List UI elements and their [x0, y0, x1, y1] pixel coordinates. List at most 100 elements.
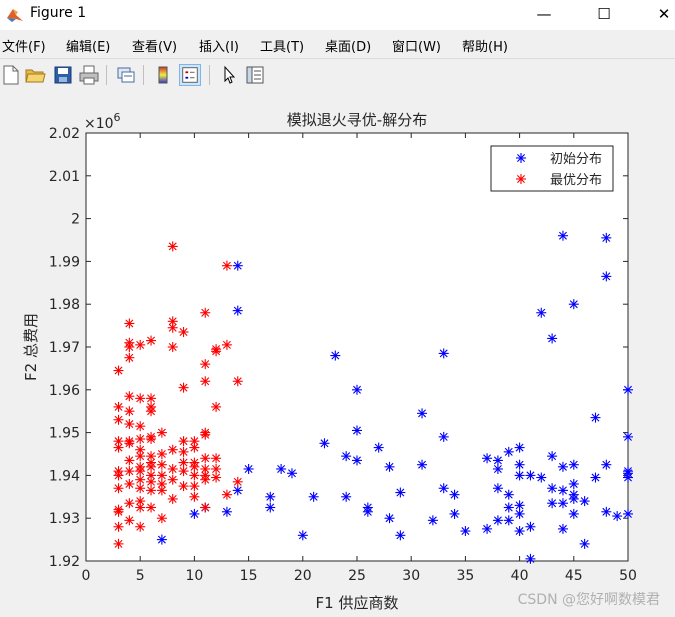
initial-point [492, 455, 503, 466]
initial-point [395, 487, 406, 498]
legend-box [490, 145, 614, 192]
optimal-point [135, 444, 146, 455]
pointer-icon[interactable] [218, 64, 240, 86]
initial-point [547, 498, 558, 509]
initial-point [547, 483, 558, 494]
open-folder-icon[interactable] [24, 64, 46, 86]
optimal-point [221, 489, 232, 500]
legend-label-initial: 初始分布 [550, 152, 602, 167]
legend-icon[interactable] [179, 64, 201, 86]
save-icon[interactable] [52, 64, 74, 86]
initial-point [525, 553, 536, 564]
y-tick-label: 1.97 [49, 340, 80, 356]
initial-point [482, 523, 493, 534]
initial-point [557, 230, 568, 241]
menu-tools[interactable]: 工具(T) [260, 40, 305, 55]
new-file-icon[interactable] [0, 64, 22, 86]
menu-desktop[interactable]: 桌面(D) [325, 40, 372, 55]
svg-text:×106: ×106 [84, 111, 121, 132]
optimal-point [178, 436, 189, 447]
maximize-button[interactable]: ☐ [597, 5, 611, 23]
initial-point [243, 463, 254, 474]
initial-point [547, 333, 558, 344]
optimal-point [221, 260, 232, 271]
initial-point [623, 472, 633, 483]
optimal-point [135, 421, 146, 432]
y-exponent-label: ×106 [84, 111, 121, 132]
optimal-point [200, 376, 211, 387]
initial-point [514, 508, 525, 519]
optimal-point [146, 470, 157, 481]
optimal-point [124, 352, 135, 363]
menu-file[interactable]: 文件(F) [2, 40, 46, 55]
data-points [113, 230, 633, 564]
figure-toolbar [0, 58, 675, 92]
initial-point [438, 348, 449, 359]
initial-point [514, 526, 525, 537]
initial-point [514, 500, 525, 511]
optimal-point [200, 359, 211, 370]
window-title: Figure 1 [30, 5, 87, 21]
legend[interactable]: 初始分布 最优分布 [490, 145, 614, 192]
legend-marker-optimal [516, 174, 526, 184]
legend-marker-initial-star [516, 153, 526, 163]
y-axis-ticks: 1.92 1.93 1.94 1.95 1.96 1.97 1.98 1.99 2 2.01 2.0… [49, 126, 628, 570]
link-figure-icon[interactable] [115, 64, 137, 86]
optimal-point [135, 483, 146, 494]
initial-point [449, 508, 460, 519]
optimal-point [113, 414, 124, 425]
print-icon[interactable] [78, 64, 100, 86]
optimal-point [167, 316, 178, 327]
optimal-point [113, 538, 124, 549]
minimize-button[interactable]: — [536, 5, 552, 23]
x-tick-label: 10 [185, 568, 203, 584]
initial-point [189, 508, 200, 519]
initial-point [525, 521, 536, 532]
optimal-point [146, 502, 157, 513]
menu-help[interactable]: 帮助(H) [462, 40, 508, 55]
optimal-point [146, 485, 157, 496]
initial-point [297, 530, 308, 541]
initial-point [503, 446, 514, 457]
initial-point [492, 483, 503, 494]
optimal-point [211, 344, 222, 355]
initial-point [438, 431, 449, 442]
optimal-point [189, 470, 200, 481]
x-tick-label: 50 [619, 568, 637, 584]
property-inspector-icon[interactable] [244, 64, 266, 86]
menu-bar: 文件(F) 编辑(E) 查看(V) 插入(I) 工具(T) 桌面(D) 窗口(W… [0, 30, 675, 58]
close-button[interactable]: ✕ [657, 5, 671, 23]
optimal-point [167, 474, 178, 485]
initial-point [525, 470, 536, 481]
initial-point [492, 515, 503, 526]
optimal-point [146, 393, 157, 404]
initial-point [503, 502, 514, 513]
initial-point [557, 461, 568, 472]
initial-point [352, 384, 362, 395]
optimal-point [200, 453, 211, 464]
optimal-point [124, 391, 135, 402]
optimal-point [135, 474, 146, 485]
matlab-logo-icon [7, 9, 23, 22]
optimal-point [178, 446, 189, 457]
menu-window[interactable]: 窗口(W) [392, 40, 441, 55]
optimal-point [135, 461, 146, 472]
optimal-point [156, 459, 167, 470]
menu-edit[interactable]: 编辑(E) [66, 40, 111, 55]
menu-insert[interactable]: 插入(I) [199, 40, 239, 55]
scatter-axes[interactable]: 0 5 10 15 20 25 30 35 40 45 50 1.921.931.941.951.9… [49, 126, 637, 584]
optimal-point [178, 481, 189, 492]
menu-view[interactable]: 查看(V) [132, 40, 178, 55]
optimal-point [156, 449, 167, 459]
initial-point [579, 538, 590, 549]
initial-point [557, 485, 568, 496]
initial-point [547, 451, 558, 462]
initial-point [232, 260, 243, 271]
optimal-point [124, 318, 135, 329]
colorbar-icon[interactable] [152, 64, 174, 86]
initial-point [568, 299, 579, 310]
initial-point [601, 506, 612, 517]
optimal-point [200, 502, 211, 513]
initial-point [623, 508, 633, 519]
y-tick-label: 1.99 [49, 254, 80, 270]
